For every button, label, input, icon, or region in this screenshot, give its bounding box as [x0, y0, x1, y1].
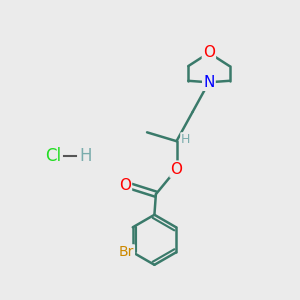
Text: H: H	[79, 147, 92, 165]
Text: Br: Br	[118, 245, 134, 259]
Text: H: H	[181, 133, 190, 146]
Text: Cl: Cl	[45, 147, 61, 165]
Text: O: O	[203, 45, 215, 60]
Text: N: N	[203, 75, 214, 90]
Text: O: O	[119, 178, 131, 193]
Text: O: O	[170, 162, 182, 177]
